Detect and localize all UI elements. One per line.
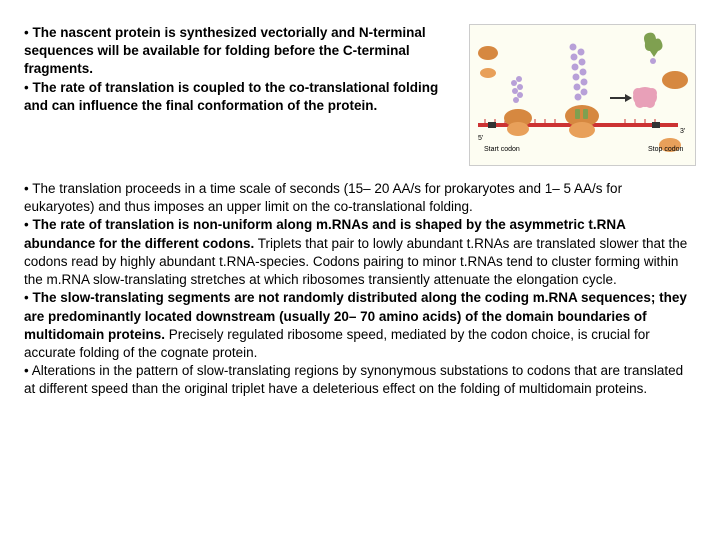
nascent-chain-2	[570, 44, 588, 101]
start-codon-marker	[488, 122, 496, 128]
translation-diagram: 5' Start codon Stop codon 3'	[469, 24, 696, 166]
diagram-svg: 5' Start codon Stop codon 3'	[470, 25, 695, 165]
bottom-bullet-1: • The translation proceeds in a time sca…	[24, 180, 696, 216]
label-5prime: 5'	[478, 135, 483, 142]
bullet-prefix: •	[24, 181, 32, 196]
folded-protein	[633, 87, 657, 108]
top-bullet-1: • The nascent protein is synthesized vec…	[24, 24, 459, 79]
released-products	[633, 71, 688, 152]
ribosome-1	[504, 76, 532, 136]
bullet-bold: The nascent protein is synthesized vecto…	[24, 25, 426, 76]
top-text-block: • The nascent protein is synthesized vec…	[24, 24, 459, 166]
bullet-bold: The rate of translation is coupled to th…	[24, 80, 438, 113]
nascent-chain-1	[511, 76, 523, 103]
bullet-rest: Alterations in the pattern of slow-trans…	[24, 363, 683, 396]
top-bullet-2: • The rate of translation is coupled to …	[24, 79, 459, 115]
bottom-text-block: • The translation proceeds in a time sca…	[24, 180, 696, 399]
label-stop-codon: Stop codon	[648, 146, 684, 153]
top-section: • The nascent protein is synthesized vec…	[24, 24, 696, 166]
label-start-codon: Start codon	[484, 146, 520, 153]
bullet-prefix: •	[24, 363, 32, 378]
free-trna	[644, 33, 663, 64]
ribosome-2	[565, 44, 599, 139]
bottom-bullet-4: • Alterations in the pattern of slow-tra…	[24, 362, 696, 398]
direction-arrow-icon	[610, 94, 632, 102]
bottom-bullet-2: • The rate of translation is non-uniform…	[24, 216, 696, 289]
bullet-rest: The translation proceeds in a time scale…	[24, 181, 622, 214]
stop-codon-marker	[652, 122, 660, 128]
label-3prime: 3'	[680, 128, 685, 135]
bottom-bullet-3: • The slow-translating segments are not …	[24, 289, 696, 362]
incoming-subunits	[478, 46, 498, 78]
